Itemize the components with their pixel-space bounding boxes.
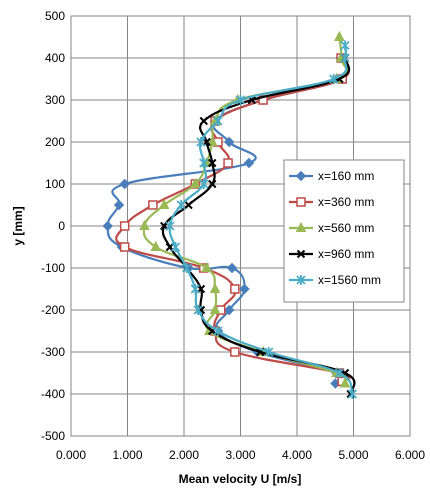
data-point-marker <box>184 200 193 210</box>
data-point-marker <box>165 221 175 231</box>
data-point-marker <box>193 305 203 315</box>
legend-label: x=160 mm <box>318 169 374 183</box>
legend-marker <box>296 249 306 259</box>
data-point-marker <box>199 179 209 189</box>
legend-label: x=560 mm <box>318 221 374 235</box>
data-point-marker <box>176 200 186 210</box>
legend-item: x=960 mm <box>289 247 374 261</box>
series-line <box>168 45 354 395</box>
y-tick-label: -500 <box>41 429 65 443</box>
legend-item: x=1560 mm <box>289 273 381 287</box>
y-tick-label: 400 <box>45 51 65 65</box>
data-point-marker <box>239 283 250 295</box>
data-point-marker <box>158 198 170 209</box>
x-tick-label: 3.000 <box>225 448 255 462</box>
data-point-marker <box>189 177 201 188</box>
data-point-marker <box>243 157 255 169</box>
y-tick-label: -200 <box>41 303 65 317</box>
y-axis-title: y [mm] <box>11 206 25 245</box>
x-axis-title: Mean velocity U [m/s] <box>179 472 302 486</box>
legend-item: x=160 mm <box>289 169 374 183</box>
x-tick-label: 4.000 <box>282 448 312 462</box>
data-point-marker <box>347 389 358 399</box>
series-layer <box>102 30 358 399</box>
data-point-marker <box>334 368 345 378</box>
data-point-marker <box>209 282 221 293</box>
data-point-marker <box>182 263 192 273</box>
series-x-1560-mm <box>165 40 358 399</box>
data-point-marker <box>213 116 223 126</box>
data-point-marker <box>213 326 223 336</box>
data-point-marker <box>196 137 206 147</box>
data-point-marker <box>340 40 350 51</box>
data-point-marker <box>339 377 351 388</box>
data-point-marker <box>113 199 125 211</box>
legend: x=160 mm x=360 mm x=560 mm x=960 mm x=1560 m… <box>283 159 405 303</box>
data-point-marker <box>340 53 350 63</box>
data-point-marker <box>223 304 235 316</box>
x-tick-label: 0.000 <box>56 448 86 462</box>
data-point-marker <box>206 135 218 146</box>
data-point-marker <box>119 221 130 231</box>
data-point-marker <box>199 158 209 168</box>
legend-marker <box>295 221 307 232</box>
data-point-marker <box>223 158 233 168</box>
legend-item: x=360 mm <box>289 195 374 209</box>
legend-marker <box>296 275 306 285</box>
data-point-marker <box>208 158 217 168</box>
data-point-marker <box>223 136 235 148</box>
x-tick-label: 2.000 <box>169 448 199 462</box>
y-tick-label: 500 <box>45 9 65 23</box>
y-tick-label: -300 <box>41 345 65 359</box>
data-point-marker <box>170 242 181 252</box>
data-point-marker <box>150 240 162 251</box>
y-tick-label: 100 <box>45 177 65 191</box>
data-point-marker <box>230 284 240 294</box>
y-tick-label: -400 <box>41 387 65 401</box>
y-tick-label: 200 <box>45 135 65 149</box>
legend-label: x=360 mm <box>318 195 374 209</box>
data-point-marker <box>209 303 221 314</box>
data-point-marker <box>190 284 200 294</box>
data-point-marker <box>329 74 339 84</box>
x-tick-label: 5.000 <box>338 448 368 462</box>
plot-area-border <box>70 15 411 437</box>
data-point-marker <box>334 30 345 41</box>
data-point-marker <box>139 219 150 230</box>
x-tick-label: 1.000 <box>112 448 142 462</box>
x-tick-label: 6.000 <box>395 448 425 462</box>
data-point-marker <box>119 242 130 252</box>
data-point-marker <box>201 261 212 272</box>
data-point-marker <box>119 178 130 190</box>
y-axis-ticks: 500 400 300 200 100 0 -100 -200 -300 -400 -500 <box>41 9 65 443</box>
legend-label: x=960 mm <box>318 247 374 261</box>
legend-label: x=1560 mm <box>318 273 381 287</box>
data-point-marker <box>235 95 246 105</box>
data-point-marker <box>230 347 240 357</box>
legend-marker <box>295 170 307 182</box>
legend-item: x=560 mm <box>289 221 374 235</box>
data-point-marker <box>208 179 217 189</box>
data-point-marker <box>264 347 274 357</box>
data-point-marker <box>102 220 113 232</box>
legend-marker <box>296 197 306 207</box>
y-tick-label: -100 <box>41 261 65 275</box>
data-point-marker <box>148 200 158 210</box>
y-tick-label: 300 <box>45 93 65 107</box>
data-point-marker <box>226 262 238 274</box>
x-axis-ticks: 0.000 1.000 2.000 3.000 4.000 5.000 6.000 <box>56 448 425 462</box>
data-point-marker <box>199 116 208 126</box>
y-tick-label: 0 <box>58 219 65 233</box>
